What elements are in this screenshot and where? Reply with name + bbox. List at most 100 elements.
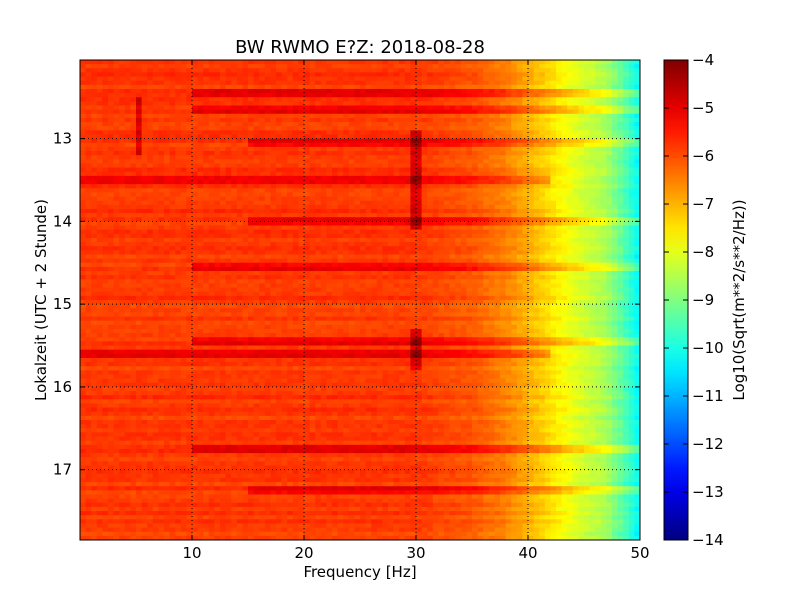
heatmap-cell bbox=[119, 208, 126, 214]
heatmap-cell bbox=[253, 142, 260, 148]
heatmap-cell bbox=[539, 254, 546, 260]
heatmap-cell bbox=[225, 167, 232, 173]
heatmap-cell bbox=[320, 204, 327, 210]
heatmap-cell bbox=[270, 76, 277, 82]
heatmap-cell bbox=[595, 159, 602, 165]
heatmap-cell bbox=[348, 221, 355, 227]
heatmap-cell bbox=[584, 101, 591, 107]
heatmap-cell bbox=[298, 192, 305, 198]
heatmap-cell bbox=[220, 237, 227, 243]
heatmap-cell bbox=[248, 258, 255, 264]
heatmap-cell bbox=[192, 60, 199, 65]
heatmap-cell bbox=[158, 88, 165, 94]
heatmap-cell bbox=[371, 142, 378, 148]
heatmap-cell bbox=[354, 250, 361, 256]
heatmap-cell bbox=[354, 246, 361, 251]
heatmap-cell bbox=[91, 109, 98, 115]
heatmap-cell bbox=[606, 184, 613, 189]
heatmap-cell bbox=[528, 105, 535, 111]
heatmap-cell bbox=[270, 72, 277, 78]
heatmap-cell bbox=[169, 134, 176, 140]
heatmap-cell bbox=[634, 204, 640, 210]
heatmap-cell bbox=[595, 184, 602, 189]
heatmap-cell bbox=[326, 208, 333, 214]
heatmap-cell bbox=[511, 126, 518, 131]
heatmap-cell bbox=[511, 122, 518, 127]
heatmap-cell bbox=[382, 213, 389, 218]
heatmap-cell bbox=[444, 167, 451, 173]
heatmap-cell bbox=[113, 101, 120, 107]
heatmap-cell bbox=[119, 246, 126, 251]
heatmap-cell bbox=[617, 146, 624, 152]
heatmap-cell bbox=[595, 134, 602, 140]
heatmap-cell bbox=[634, 237, 640, 243]
heatmap-cell bbox=[164, 60, 171, 65]
heatmap-cell bbox=[416, 171, 423, 177]
heatmap-cell bbox=[578, 146, 585, 152]
heatmap-cell bbox=[113, 246, 120, 251]
heatmap-cell bbox=[298, 97, 305, 102]
heatmap-cell bbox=[197, 117, 204, 123]
heatmap-cell bbox=[124, 229, 131, 235]
heatmap-cell bbox=[354, 109, 361, 115]
heatmap-cell bbox=[164, 97, 171, 102]
heatmap-cell bbox=[382, 184, 389, 189]
heatmap-cell bbox=[432, 72, 439, 78]
heatmap-cell bbox=[147, 142, 154, 148]
heatmap-cell bbox=[298, 233, 305, 239]
heatmap-cell bbox=[505, 262, 512, 268]
heatmap-cell bbox=[298, 64, 305, 69]
heatmap-cell bbox=[197, 146, 204, 152]
heatmap-cell bbox=[544, 76, 551, 82]
heatmap-cell bbox=[309, 246, 316, 251]
heatmap-cell bbox=[516, 88, 523, 94]
heatmap-cell bbox=[421, 64, 428, 69]
heatmap-cell bbox=[96, 233, 103, 239]
heatmap-cell bbox=[578, 258, 585, 264]
heatmap-cell bbox=[399, 146, 406, 152]
heatmap-cell bbox=[102, 175, 109, 181]
heatmap-cell bbox=[477, 76, 484, 82]
heatmap-cell bbox=[432, 155, 439, 160]
heatmap-cell bbox=[472, 250, 479, 256]
heatmap-cell bbox=[365, 93, 372, 98]
heatmap-cell bbox=[483, 72, 490, 78]
heatmap-cell bbox=[460, 217, 467, 222]
heatmap-cell bbox=[382, 64, 389, 69]
heatmap-cell bbox=[220, 122, 227, 127]
heatmap-cell bbox=[410, 246, 417, 251]
heatmap-cell bbox=[354, 221, 361, 227]
heatmap-cell bbox=[276, 64, 283, 69]
heatmap-cell bbox=[488, 122, 495, 127]
heatmap-cell bbox=[606, 138, 613, 144]
heatmap-cell bbox=[472, 180, 479, 185]
heatmap-cell bbox=[432, 233, 439, 239]
heatmap-cell bbox=[550, 180, 557, 185]
heatmap-cell bbox=[80, 217, 87, 222]
heatmap-cell bbox=[500, 163, 507, 169]
heatmap-cell bbox=[393, 254, 400, 260]
heatmap-cell bbox=[371, 80, 378, 86]
heatmap-cell bbox=[438, 146, 445, 152]
heatmap-cell bbox=[186, 196, 193, 202]
heatmap-cell bbox=[432, 180, 439, 185]
heatmap-cell bbox=[236, 117, 243, 123]
heatmap-cell bbox=[427, 184, 434, 189]
heatmap-cell bbox=[220, 138, 227, 144]
heatmap-cell bbox=[528, 159, 535, 165]
heatmap-cell bbox=[550, 242, 557, 247]
heatmap-cell bbox=[388, 155, 395, 160]
heatmap-cell bbox=[136, 151, 143, 156]
heatmap-cell bbox=[259, 200, 266, 206]
heatmap-cell bbox=[281, 155, 288, 160]
heatmap-cell bbox=[455, 258, 462, 264]
heatmap-cell bbox=[488, 60, 495, 65]
heatmap-cell bbox=[264, 242, 271, 247]
heatmap-cell bbox=[304, 250, 311, 256]
heatmap-cell bbox=[449, 225, 456, 231]
heatmap-cell bbox=[376, 213, 383, 218]
heatmap-cell bbox=[572, 258, 579, 264]
heatmap-cell bbox=[164, 184, 171, 189]
heatmap-cell bbox=[208, 246, 215, 251]
heatmap-cell bbox=[197, 200, 204, 206]
